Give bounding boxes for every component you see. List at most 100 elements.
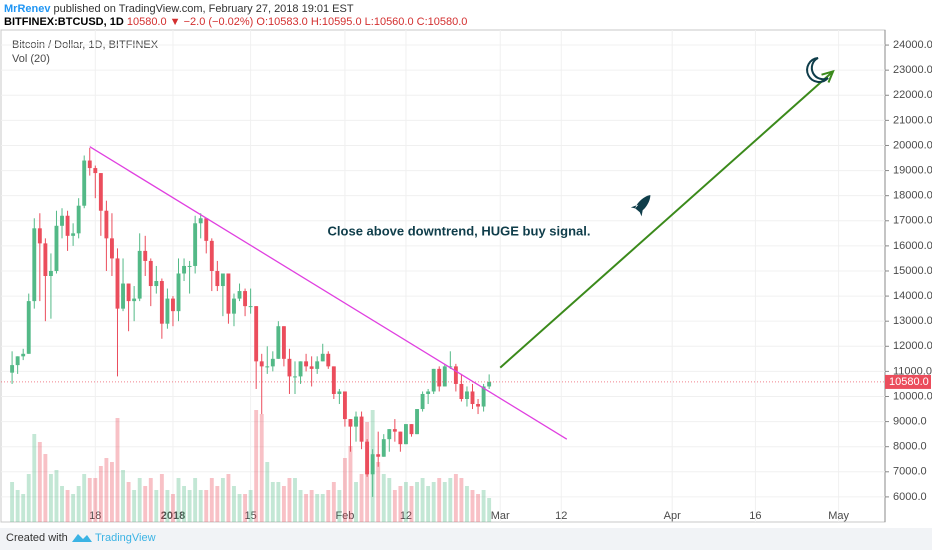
published: published on TradingView.com, February 2… — [54, 3, 354, 15]
candle-body — [87, 160, 92, 169]
candle-body — [298, 361, 303, 377]
candle-body — [115, 258, 120, 309]
volume-bar — [320, 494, 325, 522]
candle-body — [248, 306, 253, 308]
candle-body — [21, 353, 26, 357]
candle-body — [254, 306, 259, 362]
y-tick-label: 17000.0 — [893, 215, 932, 227]
volume-bar — [270, 482, 275, 522]
candle-body — [15, 356, 20, 366]
volume-bar — [415, 482, 419, 522]
candle-body — [204, 218, 209, 241]
candle-body — [481, 386, 486, 407]
change: ▼ −2.0 (−0.02%) — [170, 16, 254, 28]
candle-body — [26, 301, 31, 354]
volume-bar — [198, 490, 203, 522]
symbol: BITFINEX:BTCUSD, 1D — [4, 16, 124, 28]
y-tick-label: 16000.0 — [893, 240, 932, 252]
volume-bar — [10, 482, 15, 522]
candle-body — [71, 233, 76, 236]
volume-bar — [182, 486, 186, 522]
volume-bar — [76, 486, 81, 522]
y-tick-label: 11000.0 — [893, 365, 932, 377]
candle-body — [320, 353, 325, 362]
volume-bar — [254, 410, 259, 522]
y-tick-label: 20000.0 — [893, 139, 932, 151]
close: C:10580.0 — [417, 16, 468, 28]
volume-bar — [126, 482, 131, 522]
candle-body — [182, 265, 186, 274]
candle-body — [370, 454, 375, 475]
volume-bar — [93, 478, 98, 522]
volume-bar — [487, 498, 492, 522]
tv-logo — [72, 534, 92, 542]
candle-body — [309, 366, 314, 369]
candle-body — [220, 273, 225, 287]
last: 10580.0 — [127, 16, 167, 28]
volume-bar — [32, 434, 37, 522]
candle-body — [354, 416, 358, 427]
candle-body — [226, 273, 231, 314]
volume-bar — [43, 454, 48, 522]
volume-bar — [265, 462, 270, 522]
candle-body — [293, 376, 297, 378]
candle-body — [470, 391, 475, 405]
y-tick-label: 13000.0 — [893, 315, 932, 327]
volume-bar — [104, 458, 109, 522]
volume-bar — [276, 482, 281, 522]
candle-body — [415, 409, 419, 435]
candle-body — [409, 424, 414, 435]
volume-bar — [26, 474, 31, 522]
candle-body — [60, 215, 64, 226]
volume-bar — [21, 494, 26, 522]
volume-bar — [132, 490, 137, 522]
volume-bar — [154, 490, 159, 522]
volume-bar — [392, 490, 397, 522]
volume-bar — [243, 494, 248, 522]
author[interactable]: MrRenev — [4, 3, 51, 15]
marks: 6000.0 7000.0 8000.0 9000.0 10000.0 11000.0 12… — [1, 30, 932, 522]
x-tick-label: 12 — [400, 510, 412, 522]
candle-body — [342, 391, 347, 420]
candle-body — [448, 366, 453, 368]
candle-body — [137, 250, 142, 299]
candle-body — [465, 391, 469, 399]
y-tick-label: 10000.0 — [893, 390, 932, 402]
volume-bar — [15, 490, 20, 522]
volume-bar — [453, 474, 458, 522]
candle-body — [276, 326, 281, 359]
footer-bar — [0, 528, 932, 550]
volume-bar — [426, 486, 431, 522]
candle-body — [453, 366, 458, 384]
volume-bar — [37, 442, 42, 522]
candle-body — [404, 424, 408, 445]
candle-body — [398, 431, 403, 445]
volume-bar — [193, 478, 198, 522]
volume-bar — [459, 478, 464, 522]
volume-bar — [48, 474, 53, 522]
y-tick-label: 21000.0 — [893, 114, 932, 126]
volume-bar — [331, 482, 336, 522]
candle-body — [10, 365, 15, 373]
volume-bar — [98, 466, 103, 522]
volume-bar — [176, 478, 181, 522]
candle-body — [392, 429, 397, 432]
footer-brand[interactable]: TradingView — [95, 532, 156, 544]
x-tick-label: 15 — [244, 510, 256, 522]
last-price-label: 10580.0 — [889, 376, 929, 388]
arrow-line — [499, 70, 834, 369]
y-tick-label: 8000.0 — [893, 441, 927, 453]
volume-bar — [476, 494, 480, 522]
candle-body — [32, 228, 37, 302]
candle-body — [65, 215, 70, 236]
volume-bar — [248, 490, 253, 522]
x-tick-label: 12 — [555, 510, 567, 522]
candle-body — [337, 391, 342, 394]
x-tick-label: Mar — [491, 510, 510, 522]
candle-body — [326, 353, 331, 367]
x-tick-label: May — [828, 510, 849, 522]
candle-body — [98, 173, 103, 211]
y-tick-label: 6000.0 — [893, 491, 927, 503]
x-tick-label: Feb — [335, 510, 354, 522]
